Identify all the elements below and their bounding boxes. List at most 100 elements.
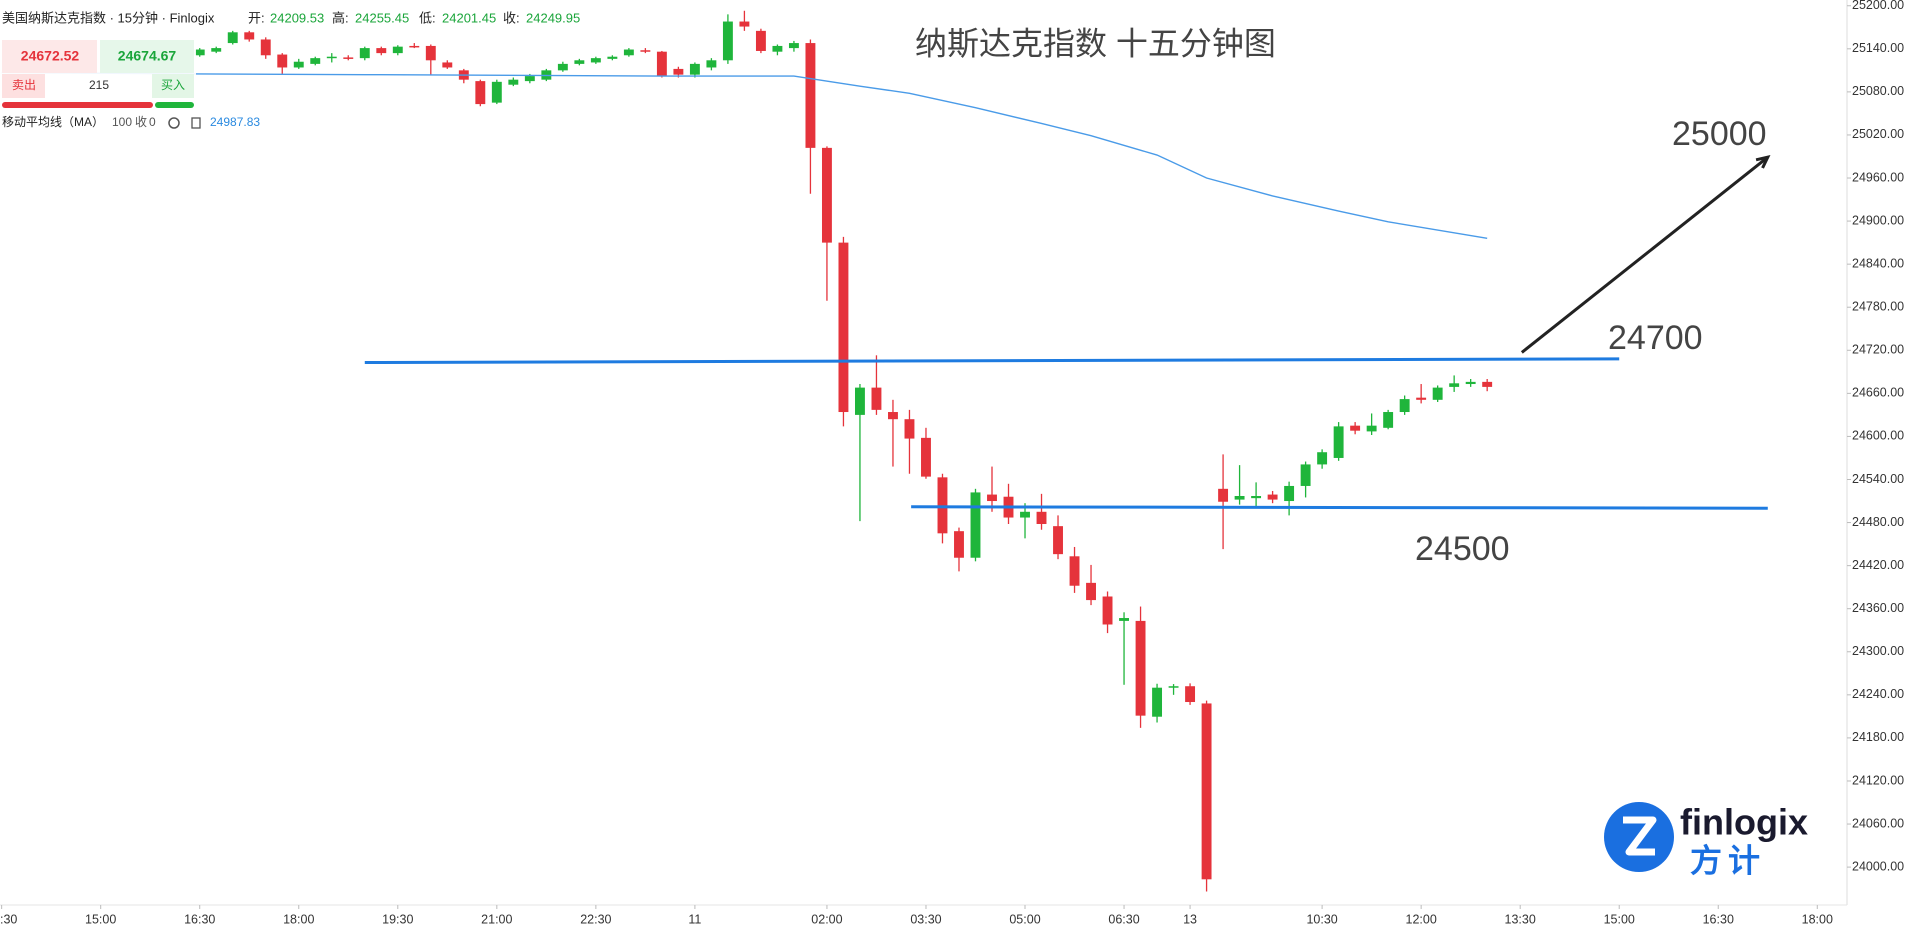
y-tick-label: 24600.00 <box>1852 429 1904 443</box>
y-tick-label: 24960.00 <box>1852 170 1904 184</box>
moving-average <box>1 71 1488 240</box>
y-tick-label: 24060.00 <box>1852 816 1904 830</box>
candle-body <box>574 60 585 64</box>
candle-body <box>343 57 354 59</box>
candle-body <box>590 58 601 63</box>
candle-body <box>1350 425 1361 431</box>
candle-body <box>244 32 255 40</box>
y-tick-label: 24000.00 <box>1852 859 1904 873</box>
x-tick-label: 18:00 <box>283 912 314 926</box>
candle-body <box>1366 425 1377 432</box>
ohlc-label: 收: <box>503 10 520 25</box>
candle-body <box>821 147 832 243</box>
y-tick-label: 24360.00 <box>1852 601 1904 615</box>
x-tick-label: 13:30 <box>1505 912 1536 926</box>
x-tick-label: 21:00 <box>481 912 512 926</box>
candle-body <box>491 81 502 103</box>
chart-title: 纳斯达克指数 十五分钟图 <box>915 25 1276 61</box>
ohlc-label: 低: <box>419 10 436 25</box>
candle-body <box>1333 426 1344 458</box>
y-tick-label: 24900.00 <box>1852 213 1904 227</box>
candle-body <box>508 79 519 85</box>
ma-value: 24987.83 <box>210 115 260 129</box>
candle-body <box>1284 485 1295 502</box>
buy-label: 买入 <box>161 78 185 92</box>
y-tick-label: 24480.00 <box>1852 515 1904 529</box>
y-tick-label: 24300.00 <box>1852 644 1904 658</box>
logo-subtext: 方计 <box>1690 842 1766 878</box>
candle-body <box>1465 381 1476 385</box>
candle-body <box>888 412 898 420</box>
sell-box[interactable] <box>2 40 97 73</box>
ohlc-label: 开: <box>248 10 265 25</box>
candle-body <box>656 51 667 77</box>
buy-box[interactable] <box>100 40 194 73</box>
candle-body <box>359 48 370 59</box>
x-tick-label: 12:00 <box>1406 912 1437 926</box>
x-tick-label: 16:30 <box>1703 912 1734 926</box>
candle-body <box>1020 511 1030 518</box>
candle-body <box>1036 511 1047 524</box>
header-panel: 美国纳斯达克指数 · 15分钟 · Finlogix 开: 24209.53 高… <box>0 0 580 134</box>
sell-button[interactable] <box>2 74 45 98</box>
candle-body <box>1218 488 1229 502</box>
candle-body <box>706 60 717 68</box>
buy-button[interactable] <box>152 74 194 98</box>
candle-body <box>1482 381 1493 387</box>
candle-body <box>1416 397 1427 400</box>
x-tick-label: 03:30 <box>910 912 941 926</box>
candle-body <box>1086 582 1096 601</box>
candle-body <box>1201 703 1212 880</box>
candle-body <box>838 242 849 413</box>
y-tick-label: 25200.00 <box>1852 0 1904 12</box>
symbol-title: 美国纳斯达克指数 · 15分钟 · Finlogix <box>2 10 215 25</box>
candle-body <box>1185 686 1196 703</box>
x-tick-label: 05:00 <box>1009 912 1040 926</box>
ohlc-value: 24255.45 <box>355 10 409 25</box>
candle-body <box>1399 399 1410 413</box>
candle-body <box>921 437 931 477</box>
annotation: 24700 <box>1608 319 1703 357</box>
candle-body <box>310 58 321 64</box>
x-tick-label: 15:00 <box>85 912 116 926</box>
buy-bar <box>155 102 194 108</box>
candle-body <box>260 39 271 56</box>
buy-price: 24674.67 <box>118 48 177 64</box>
annotation: 25000 <box>1672 115 1767 153</box>
arrow-head <box>1755 155 1771 169</box>
candle-body <box>722 21 733 61</box>
settings-icon[interactable] <box>168 117 180 129</box>
candle-body <box>326 56 337 59</box>
candle-body <box>855 387 865 415</box>
candle-body <box>1135 620 1146 716</box>
candle-body <box>904 419 915 439</box>
candle-body <box>1383 412 1394 428</box>
candle-body <box>277 54 288 68</box>
x-tick-label: 10:30 <box>1306 912 1337 926</box>
x-tick-label: 02:00 <box>811 912 842 926</box>
candle-body <box>524 76 535 82</box>
ma-source: 收 <box>135 115 147 129</box>
x-tick-label: :30 <box>0 912 17 926</box>
logo: finlogix 方计 <box>1604 802 1808 878</box>
candle-body <box>689 63 700 75</box>
y-tick-label: 25140.00 <box>1852 41 1904 55</box>
delete-icon[interactable] <box>191 117 201 129</box>
x-tick-label: 19:30 <box>382 912 413 926</box>
candle-body <box>475 81 486 105</box>
y-tick-label: 24420.00 <box>1852 558 1904 572</box>
candle-body <box>409 45 420 48</box>
ohlc-value: 24201.45 <box>442 10 496 25</box>
candle-body <box>607 56 618 59</box>
ohlc-label: 高: <box>332 10 349 25</box>
logo-z <box>1623 816 1657 856</box>
candle-body <box>1119 618 1129 621</box>
logo-text: finlogix <box>1680 802 1808 843</box>
candle-body <box>1300 464 1311 486</box>
candle-body <box>640 50 651 52</box>
candle-body <box>376 48 387 54</box>
candle-body <box>739 21 750 27</box>
ma-legend: 移动平均线（MA） <box>2 115 104 129</box>
